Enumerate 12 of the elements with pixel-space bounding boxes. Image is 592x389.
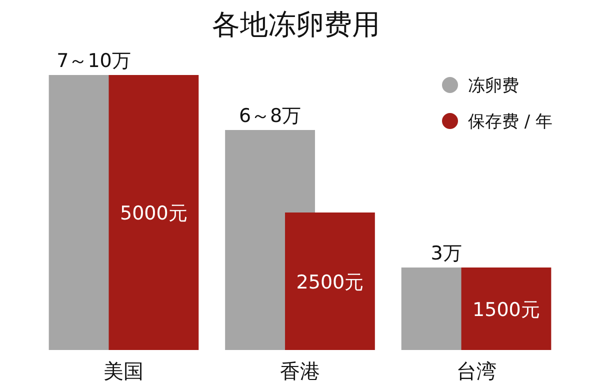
x-tick-label: 香港	[280, 359, 320, 383]
data-label: 2500元	[296, 271, 364, 294]
x-tick-label: 美国	[104, 359, 144, 383]
data-label: 7～10万	[56, 50, 131, 72]
legend-label: 保存费 / 年	[468, 112, 553, 132]
legend-label: 冻卵费	[468, 76, 519, 96]
data-label: 5000元	[120, 202, 188, 224]
x-tick-label: 台湾	[456, 359, 496, 383]
data-label: 1500元	[472, 298, 540, 321]
data-label: 3万	[430, 242, 462, 264]
data-label: 6～8万	[238, 105, 302, 127]
chart-title: 各地冻卵费用	[212, 8, 380, 41]
